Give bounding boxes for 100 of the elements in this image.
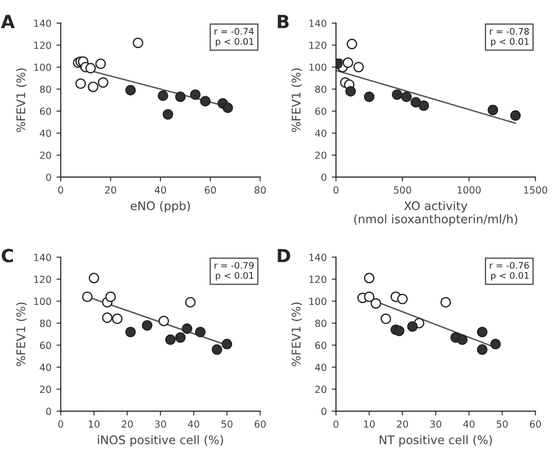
y-axis-title: %FEV1 (%) — [16, 68, 27, 132]
y-tick-label: 80 — [40, 86, 52, 93]
x-tick-label: 1500 — [524, 186, 548, 194]
text: A — [0, 14, 15, 28]
y-tick-label: 140 — [34, 254, 52, 262]
y-tick-label: 0 — [321, 174, 326, 181]
y-tick-label: 100 — [34, 64, 52, 71]
x-axis-title: NT positive cell (%) — [380, 435, 492, 447]
point — [397, 294, 408, 304]
point — [200, 96, 211, 106]
point — [125, 84, 136, 96]
point — [158, 90, 168, 101]
y-tick-label: 60 — [315, 108, 326, 115]
point — [102, 312, 113, 323]
point — [162, 109, 174, 120]
x-tick-label: 500 — [394, 186, 412, 194]
point — [142, 320, 152, 331]
point — [364, 291, 375, 302]
y-tick-label: 20 — [40, 152, 52, 159]
x-tick-label: 30 — [155, 420, 166, 428]
point — [105, 291, 116, 302]
y-tick-label: 80 — [315, 320, 326, 328]
x-axis-title: eNO (ppb) — [130, 201, 190, 213]
x-tick-label: 60 — [204, 186, 216, 194]
y-tick-label: 100 — [309, 64, 326, 71]
point — [407, 321, 418, 332]
y-axis-title: %FEV1 (%) — [291, 302, 302, 366]
x-tick-label: 0 — [334, 186, 338, 194]
y-tick-label: 120 — [309, 276, 326, 284]
point — [182, 323, 192, 334]
point — [457, 334, 468, 345]
y-tick-label: 0 — [46, 174, 52, 181]
y-tick-label: 100 — [309, 298, 326, 306]
y-tick-label: 100 — [34, 298, 52, 306]
y-tick-label: 40 — [40, 130, 52, 137]
point — [353, 62, 364, 72]
x-tick-label: 10 — [364, 420, 375, 428]
point — [82, 291, 93, 302]
point — [132, 38, 144, 48]
x-tick-label: 40 — [188, 420, 200, 428]
y-tick-label: 20 — [40, 386, 52, 394]
x-tick-label: 10 — [88, 420, 100, 428]
point — [175, 332, 186, 343]
annotation: r = -0.79 p < 0.01 — [214, 262, 254, 281]
point — [392, 89, 402, 100]
y-axis-title: %FEV1 (%) — [291, 68, 302, 132]
y-tick-label: 40 — [315, 130, 326, 137]
point — [418, 100, 430, 111]
point — [380, 313, 392, 324]
y-tick-label: 20 — [315, 152, 326, 159]
y-tick-label: 60 — [40, 108, 52, 115]
y-tick-label: 40 — [40, 364, 52, 372]
x-tick-label: 40 — [463, 420, 474, 428]
annotation: r = -0.78 p < 0.01 — [490, 28, 529, 47]
point — [440, 296, 451, 308]
y-tick-label: 40 — [315, 364, 326, 372]
x-tick-label: 20 — [122, 420, 133, 428]
point — [370, 298, 382, 309]
annotation: r = -0.76 p < 0.01 — [490, 262, 529, 281]
text: D — [278, 249, 290, 262]
point — [222, 338, 232, 350]
y-tick-label: 120 — [34, 42, 52, 49]
point — [212, 344, 222, 355]
y-tick-label: 60 — [315, 342, 326, 350]
y-tick-label: 60 — [40, 342, 52, 350]
point — [488, 104, 498, 116]
point — [476, 344, 488, 355]
point — [190, 89, 201, 100]
y-tick-label: 120 — [34, 276, 52, 284]
point — [364, 92, 375, 102]
y-tick-label: 0 — [46, 408, 52, 416]
x-tick-label: 60 — [530, 420, 541, 428]
x-tick-label: 1000 — [458, 186, 481, 194]
point — [476, 326, 488, 338]
point — [364, 272, 375, 284]
point — [394, 326, 404, 336]
point — [345, 86, 356, 97]
point — [88, 272, 100, 284]
point — [112, 313, 123, 324]
x-axis-title: iNOS positive cell (%) — [98, 435, 224, 447]
point — [158, 316, 170, 326]
point — [185, 296, 196, 308]
y-tick-label: 20 — [315, 386, 326, 394]
x-tick-label: 0 — [58, 186, 64, 194]
point — [410, 97, 422, 108]
point — [510, 110, 521, 121]
point — [401, 92, 412, 102]
text: C — [2, 248, 13, 262]
x-axis-title: XO activity (nmol isoxanthopterin/ml/h) — [354, 201, 518, 226]
y-tick-label: 120 — [309, 42, 326, 49]
point — [195, 326, 206, 338]
x-tick-label: 60 — [254, 420, 266, 428]
point — [346, 38, 358, 50]
x-tick-label: 40 — [154, 186, 166, 194]
point — [175, 92, 186, 102]
point — [75, 78, 86, 89]
point — [342, 57, 354, 68]
x-tick-label: 50 — [496, 420, 508, 428]
y-tick-label: 140 — [309, 254, 326, 262]
x-tick-label: 0 — [334, 420, 338, 428]
